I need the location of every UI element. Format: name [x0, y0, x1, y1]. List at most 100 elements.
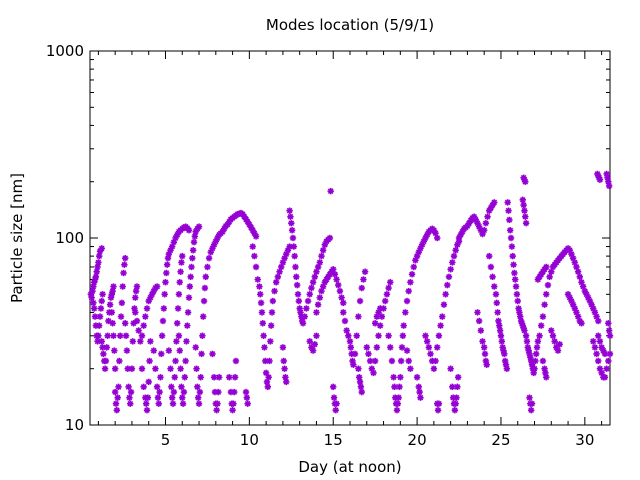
y-tick-label: 10: [65, 416, 84, 434]
data-point: [110, 332, 117, 339]
data-point: [316, 294, 324, 301]
data-point: [496, 327, 504, 334]
data-point: [122, 332, 130, 339]
data-point: [160, 305, 168, 312]
data-point: [143, 305, 151, 312]
data-point: [399, 332, 407, 339]
data-point: [548, 327, 555, 334]
data-point: [365, 350, 372, 358]
data-point: [185, 294, 193, 301]
data-point: [371, 320, 379, 327]
data-point: [590, 338, 597, 345]
data-point: [170, 388, 178, 396]
data-point: [93, 268, 100, 275]
data-point: [435, 400, 443, 407]
data-point: [357, 383, 365, 391]
data-point: [311, 341, 318, 348]
data-point: [195, 400, 203, 407]
data-point: [122, 254, 129, 262]
data-point: [304, 297, 312, 305]
data-point: [435, 332, 443, 339]
data-point: [288, 219, 295, 227]
data-point: [114, 394, 121, 401]
data-point: [214, 400, 221, 407]
data-point: [489, 273, 496, 281]
data-point: [387, 279, 394, 286]
data-point: [172, 357, 179, 365]
data-point: [267, 338, 274, 345]
data-point: [288, 227, 296, 234]
data-point: [158, 350, 165, 358]
data-point: [427, 350, 434, 358]
data-point: [331, 271, 339, 278]
data-point: [188, 263, 195, 271]
x-tick-label: 10: [240, 431, 259, 449]
data-point: [481, 350, 489, 358]
data-point: [153, 283, 161, 290]
data-point: [266, 357, 273, 365]
y-tick-label: 100: [55, 229, 84, 247]
data-point: [200, 297, 208, 305]
data-point: [480, 227, 488, 234]
data-point: [133, 317, 141, 325]
data-point: [358, 388, 365, 396]
data-point: [119, 283, 126, 290]
data-point: [390, 374, 397, 381]
data-point: [287, 213, 294, 220]
data-point: [346, 338, 354, 345]
data-point: [99, 291, 106, 298]
data-point: [262, 369, 270, 377]
data-point: [508, 243, 516, 250]
data-point: [301, 313, 308, 320]
data-point: [175, 291, 183, 298]
data-point: [593, 350, 600, 358]
data-point: [606, 350, 614, 358]
data-point: [477, 327, 485, 334]
data-point: [539, 357, 547, 365]
data-point: [311, 273, 318, 281]
data-point: [606, 332, 614, 339]
data-point: [140, 322, 147, 329]
data-point: [507, 234, 515, 242]
data-point: [484, 213, 491, 220]
data-point: [129, 338, 136, 345]
data-point: [440, 301, 448, 308]
data-point: [506, 227, 514, 234]
data-point: [195, 223, 203, 230]
data-point: [532, 357, 539, 365]
data-point: [407, 279, 414, 286]
data-point: [371, 357, 379, 365]
data-point: [215, 388, 222, 396]
data-point: [259, 320, 266, 327]
data-point: [395, 394, 402, 401]
data-point: [110, 283, 117, 290]
data-point: [373, 344, 381, 351]
data-point: [174, 305, 182, 312]
data-point: [184, 309, 192, 316]
data-point: [189, 254, 196, 262]
data-point: [132, 309, 139, 316]
data-point: [405, 287, 412, 295]
data-point: [113, 406, 121, 414]
x-axis-label: Day (at noon): [298, 458, 401, 476]
data-point: [422, 332, 429, 339]
data-point: [138, 365, 146, 372]
data-point: [153, 383, 161, 391]
data-point: [116, 332, 124, 339]
data-point: [251, 252, 258, 260]
data-point: [232, 357, 240, 365]
data-point: [595, 357, 602, 365]
data-point: [544, 281, 552, 289]
data-point: [393, 406, 401, 414]
data-point: [226, 374, 233, 381]
data-point: [184, 322, 191, 329]
data-point: [596, 176, 604, 183]
data-point: [204, 263, 211, 271]
data-point: [474, 309, 481, 316]
data-point: [173, 338, 180, 345]
data-point: [286, 207, 293, 214]
data-point: [102, 357, 110, 365]
data-point: [142, 400, 150, 407]
data-point: [116, 357, 123, 365]
data-point: [257, 291, 264, 298]
